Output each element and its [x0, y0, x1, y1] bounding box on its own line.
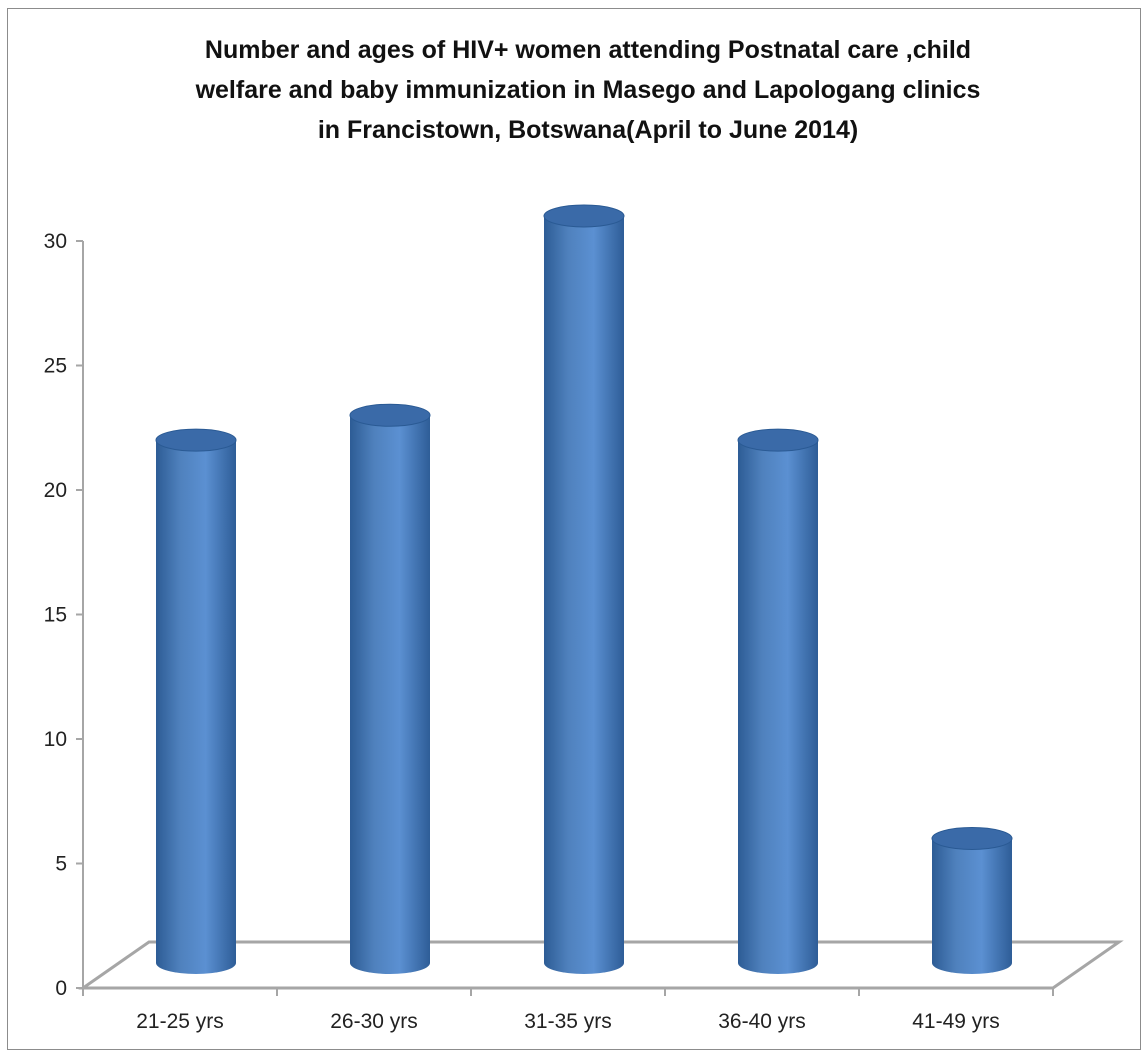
bar [931, 827, 1013, 974]
chart-floor [78, 940, 1124, 990]
y-tick-label: 15 [44, 604, 67, 627]
y-tick-label: 25 [44, 355, 67, 378]
bar [543, 204, 625, 974]
x-tick-label: 26-30 yrs [330, 1010, 418, 1033]
y-tick-label: 0 [55, 977, 67, 1000]
bar-body [350, 415, 430, 974]
x-tick-label: 31-35 yrs [524, 1010, 612, 1033]
bar [737, 428, 819, 975]
tick-labels: 0 5 10 15 20 25 30 21-25 yrs 26-30 yrs 31-35 yrs 3… [44, 230, 1000, 1033]
chart-title-line-1: Number and ages of HIV+ women attending … [205, 36, 971, 64]
x-tick-label: 41-49 yrs [912, 1010, 1000, 1033]
bar-top [931, 827, 1013, 850]
chart-title-line-2: welfare and baby immunization in Masego … [195, 76, 981, 104]
bar [349, 403, 431, 974]
y-tick-label: 10 [44, 728, 67, 751]
y-tick-label: 20 [44, 479, 67, 502]
bar [155, 428, 237, 975]
y-tick-label: 5 [55, 853, 67, 876]
bar-body [738, 440, 818, 975]
axes [76, 240, 1124, 996]
bar-body [932, 838, 1012, 974]
x-tick-label: 36-40 yrs [718, 1010, 806, 1033]
bar-top [155, 428, 237, 452]
bars [155, 204, 1013, 975]
bar-top [543, 204, 625, 228]
bar-body [544, 216, 624, 974]
chart-title-line-3: in Francistown, Botswana(April to June 2… [318, 116, 858, 144]
bar-body [156, 440, 236, 975]
y-tick-label: 30 [44, 230, 67, 253]
chart-title: Number and ages of HIV+ women attending … [195, 36, 981, 144]
x-tick-label: 21-25 yrs [136, 1010, 224, 1033]
bar-top [349, 403, 431, 427]
bar-top [737, 428, 819, 452]
